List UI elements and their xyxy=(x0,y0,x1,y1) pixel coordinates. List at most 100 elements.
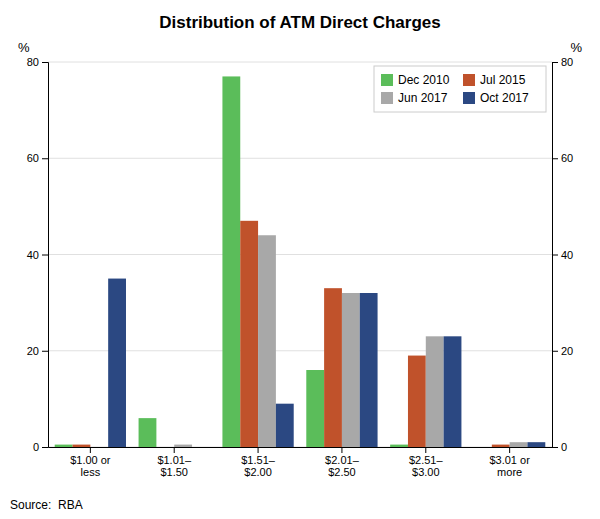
bar xyxy=(240,221,258,447)
bar xyxy=(139,418,157,447)
bar xyxy=(192,447,210,448)
x-tick-label-line: $3.01 or xyxy=(489,454,530,466)
y-tick: 0 xyxy=(33,441,48,453)
bar xyxy=(258,235,276,447)
legend-item: Jun 2017 xyxy=(381,91,448,105)
bar xyxy=(510,442,528,447)
x-tick-label-line: $1.01– xyxy=(157,454,192,466)
legend-item: Jul 2015 xyxy=(463,73,526,87)
x-tick-mark xyxy=(90,447,91,453)
bar xyxy=(444,336,462,447)
bar xyxy=(426,336,444,447)
legend-item: Oct 2017 xyxy=(463,91,529,105)
title: Distribution of ATM Direct Charges xyxy=(159,13,440,32)
x-tick-label: $2.51–$3.00 xyxy=(409,454,444,479)
bar xyxy=(390,445,408,447)
legend-frame xyxy=(374,66,546,112)
x-tick-mark xyxy=(341,447,342,453)
legend-label: Jun 2017 xyxy=(398,91,448,105)
x-tick: $2.51–$3.00 xyxy=(409,447,444,478)
y2-tick: 60 xyxy=(552,152,573,164)
legend-swatch xyxy=(381,74,393,86)
bar xyxy=(276,404,294,447)
bar xyxy=(360,293,378,447)
x-tick-label: $2.01–$2.50 xyxy=(325,454,360,479)
x-tick-label-line: $1.51– xyxy=(241,454,276,466)
y-tick: 20 xyxy=(27,345,48,357)
legend-swatch xyxy=(381,92,393,104)
y-axis-label: % xyxy=(18,40,30,55)
bar xyxy=(222,76,240,447)
legend-label: Dec 2010 xyxy=(398,73,450,87)
x-tick: $2.01–$2.50 xyxy=(325,447,360,478)
y2-tick-label: 40 xyxy=(561,249,573,261)
bar xyxy=(306,370,324,447)
x-tick-mark xyxy=(509,447,510,453)
x-tick-label: $1.51–$2.00 xyxy=(241,454,276,479)
x-axis: $1.00 orless $1.01–$1.50 $1.51–$2.00 $2.01–… xyxy=(49,447,553,478)
y2-tick: 40 xyxy=(552,249,573,261)
grid-line xyxy=(48,62,552,63)
bar xyxy=(342,293,360,447)
x-tick-label: $1.01–$1.50 xyxy=(157,454,192,479)
bar xyxy=(492,445,510,447)
y-tick-mark xyxy=(42,62,48,63)
y2-tick-label: 0 xyxy=(561,441,567,453)
y-axis: 0 20 40 60 80 xyxy=(27,56,49,453)
y-tick: 40 xyxy=(27,249,48,261)
y2-tick-mark xyxy=(552,255,558,256)
bar xyxy=(55,445,73,447)
x-tick-label: $3.01 ormore xyxy=(489,454,530,479)
legend-swatch xyxy=(463,74,475,86)
y2-tick-mark xyxy=(552,351,558,352)
y2-tick: 0 xyxy=(552,441,567,453)
y2-tick-label: 20 xyxy=(561,345,573,357)
x-tick-label-line: $2.00 xyxy=(244,466,272,478)
x-tick: $1.00 orless xyxy=(70,447,111,478)
x-axis-line xyxy=(49,447,553,448)
grid-line xyxy=(48,158,552,159)
x-tick: $1.01–$1.50 xyxy=(157,447,192,478)
x-tick-label-line: $2.51– xyxy=(409,454,444,466)
y2-tick-label: 60 xyxy=(561,152,573,164)
bar xyxy=(90,447,108,448)
y2-tick-mark xyxy=(552,158,558,159)
bar xyxy=(156,447,174,448)
x-tick-mark xyxy=(425,447,426,453)
y-tick-mark xyxy=(42,158,48,159)
x-tick-label-line: $3.00 xyxy=(412,466,440,478)
bar xyxy=(527,442,545,447)
y2-axis: 0 20 40 60 80 xyxy=(552,56,573,453)
x-tick-label-line: less xyxy=(81,466,101,478)
x-tick-mark xyxy=(174,447,175,453)
y2-tick: 80 xyxy=(552,56,573,68)
bar-series xyxy=(108,279,545,447)
y-tick: 60 xyxy=(27,152,48,164)
legend: Dec 2010 Jul 2015 Jun 2017 Oct 2017 xyxy=(374,66,546,112)
y2-axis-label: % xyxy=(570,40,582,55)
x-tick-label-line: more xyxy=(497,466,522,478)
x-tick-mark xyxy=(258,447,259,453)
x-tick-label-line: $1.50 xyxy=(160,466,188,478)
legend-swatch xyxy=(463,92,475,104)
bar xyxy=(408,356,426,447)
x-tick-label-line: $2.01– xyxy=(325,454,360,466)
bar xyxy=(174,445,192,447)
bar xyxy=(474,447,492,448)
y-tick: 80 xyxy=(27,56,48,68)
x-tick-label-line: $1.00 or xyxy=(70,454,111,466)
grid-line xyxy=(48,254,552,255)
x-tick-label-line: $2.50 xyxy=(328,466,356,478)
source: Source: RBA xyxy=(10,498,83,512)
y2-tick: 20 xyxy=(552,345,573,357)
y-tick-label: 60 xyxy=(27,152,39,164)
y2-tick-mark xyxy=(552,62,558,63)
bar-series xyxy=(174,235,527,447)
bars xyxy=(55,76,546,447)
x-tick-label: $1.00 orless xyxy=(70,454,111,479)
y-tick-label: 0 xyxy=(33,441,39,453)
legend-label: Jul 2015 xyxy=(480,73,526,87)
y-tick-label: 20 xyxy=(27,345,39,357)
x-tick: $1.51–$2.00 xyxy=(241,447,276,478)
legend-item: Dec 2010 xyxy=(381,73,450,87)
